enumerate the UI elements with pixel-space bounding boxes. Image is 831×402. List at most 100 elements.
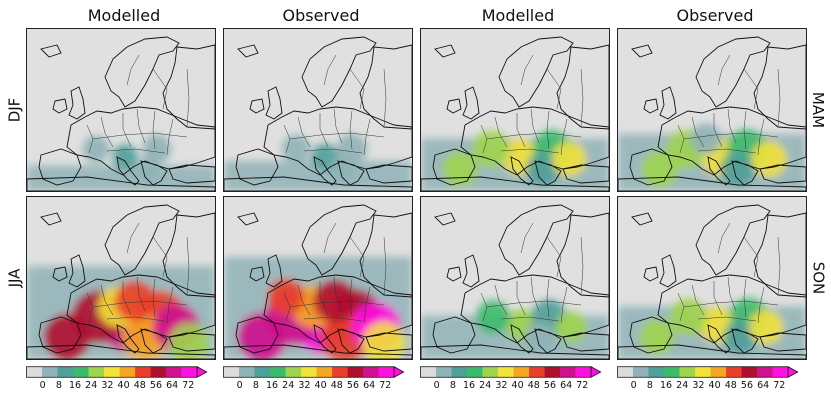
coastline [629, 148, 673, 186]
country-border [520, 222, 534, 254]
country-border [683, 300, 779, 308]
colorbar-gradient [617, 366, 799, 378]
value-hotspot [43, 313, 91, 359]
coastline [510, 156, 534, 186]
colorbar-segment [166, 366, 182, 378]
map-svg [421, 204, 609, 359]
colorbar-segment [741, 366, 758, 378]
country-border [349, 278, 353, 318]
country-border [530, 108, 540, 144]
row-label-djf-text: DJF [5, 97, 24, 123]
colorbar-segment [757, 366, 773, 378]
country-border [717, 54, 731, 86]
coastline [68, 86, 86, 120]
coastline [753, 212, 806, 298]
colorbar-segment [482, 366, 499, 378]
country-border [546, 278, 550, 318]
country-border [166, 118, 174, 156]
map-svg [27, 36, 215, 191]
coastline [534, 160, 562, 186]
country-border [126, 54, 140, 86]
coastline [27, 344, 215, 359]
country-border [486, 132, 582, 140]
value-hotspot [690, 123, 722, 155]
coastline [498, 204, 574, 276]
value-hotspot [82, 135, 110, 163]
column-title-observed-1: Observed [282, 6, 360, 25]
value-hotspot [112, 144, 138, 170]
country-border [333, 108, 343, 144]
country-border [530, 276, 540, 312]
country-border [713, 113, 723, 148]
coastline [618, 344, 806, 359]
colorbar-outline [223, 366, 395, 378]
colorbar-tick-label: 32 [101, 380, 114, 391]
colorbar-tick-label: 32 [495, 380, 508, 391]
country-border [152, 278, 156, 318]
coastline [446, 266, 462, 282]
coastline [301, 204, 377, 276]
colorbar-segment [285, 366, 302, 378]
colorbar-segment [695, 366, 711, 378]
colorbar-tick-label: 16 [68, 380, 82, 391]
coastline [759, 332, 806, 352]
country-border [546, 110, 550, 150]
country-border [363, 118, 371, 156]
map-son-modelled [420, 196, 610, 360]
colorbar-segment [238, 366, 255, 378]
row-label-jja-text: JJA [4, 268, 23, 288]
colorbar-1: 0 8 16 24 32 40 48 56 64 72 [26, 366, 222, 396]
coastline [556, 44, 609, 130]
colorbar-tick-label: 24 [282, 380, 295, 391]
country-border [152, 236, 168, 278]
country-border [122, 281, 132, 316]
country-border [691, 284, 705, 316]
country-border [580, 236, 584, 296]
country-border [757, 118, 765, 156]
country-border [580, 68, 584, 128]
country-border [683, 132, 779, 140]
country-border [319, 281, 329, 316]
colorbar-tick-label: 24 [479, 380, 492, 391]
colorbar-tick-label: 56 [346, 380, 359, 391]
coastline [731, 160, 759, 186]
colorbar-segment [73, 366, 89, 378]
coastline [534, 328, 562, 354]
coastline [510, 324, 534, 354]
value-hotspot [551, 141, 587, 177]
coastline [643, 98, 659, 114]
colorbar-segment [632, 366, 649, 378]
colorbar-tick-label: 8 [449, 380, 456, 391]
colorbar-tick-label: 0 [236, 380, 243, 391]
colorbar-3: 0 8 16 24 32 40 48 56 64 72 [420, 366, 616, 396]
country-border [152, 68, 168, 110]
country-border [743, 110, 747, 150]
country-border [713, 281, 723, 316]
colorbar-extend-arrow [787, 366, 799, 378]
colorbar-segment [119, 366, 136, 378]
colorbar-4: 0 8 16 24 32 40 48 56 64 72 [617, 366, 813, 396]
row-label-mam: MAM [806, 28, 830, 192]
colorbar-tick-label: 8 [252, 380, 259, 391]
coastline [434, 212, 456, 226]
colorbar-segment [772, 366, 789, 378]
country-border [516, 281, 526, 316]
coastline [434, 44, 456, 58]
coastline [52, 98, 68, 114]
coastline [162, 212, 215, 298]
country-border [777, 68, 781, 128]
coastline [168, 164, 215, 184]
colorbar-tick-label: 40 [314, 380, 327, 391]
country-border [297, 116, 311, 148]
country-border [697, 316, 757, 322]
colorbar-tick-label: 64 [560, 380, 573, 391]
country-border [349, 68, 365, 110]
colorbar-tick-label: 24 [676, 380, 689, 391]
value-hotspot [669, 298, 707, 336]
coastline [235, 148, 279, 186]
coastline [462, 254, 480, 288]
coastline [659, 254, 677, 288]
coastline [140, 160, 168, 186]
coastline [446, 98, 462, 114]
colorbar-segment [467, 366, 483, 378]
